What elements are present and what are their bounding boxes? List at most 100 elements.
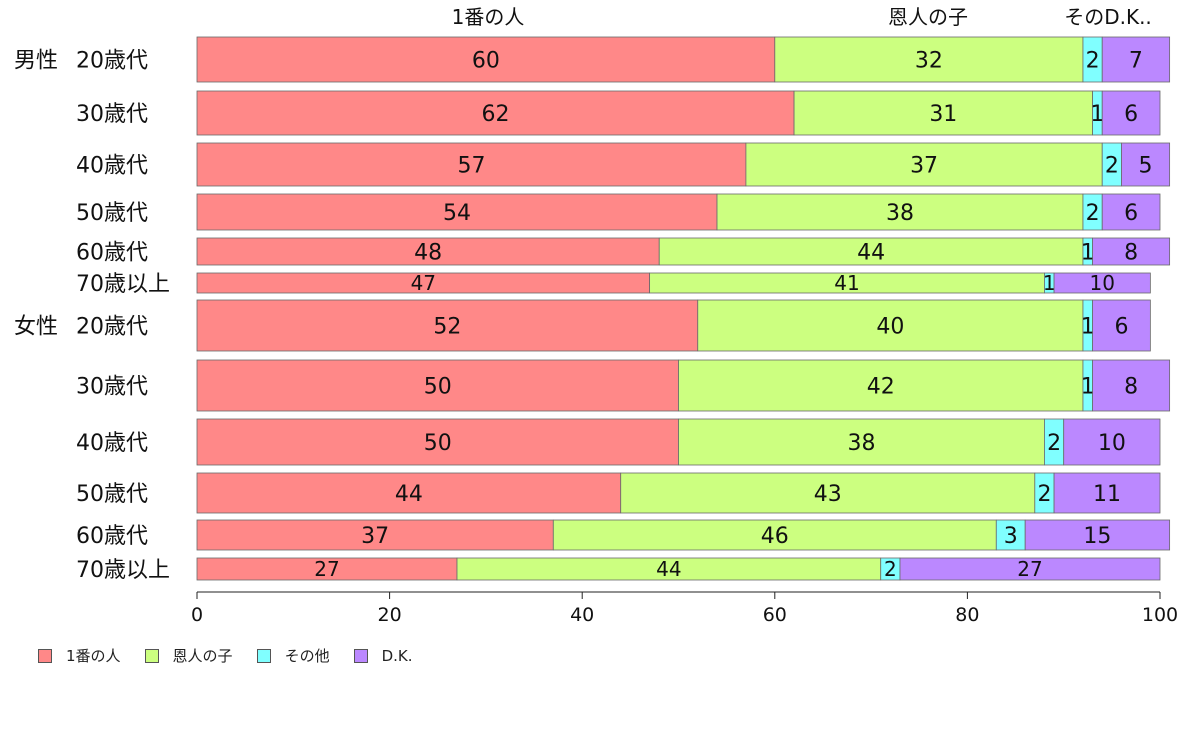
bar-segment bbox=[552, 519, 997, 551]
bar-value-label: 5 bbox=[1139, 153, 1153, 178]
x-tick-label: 80 bbox=[955, 604, 979, 626]
bar-segment bbox=[899, 557, 1161, 581]
bar-value-label: 47 bbox=[411, 271, 436, 295]
legend-label: 1番の人 bbox=[66, 647, 121, 665]
bar-value-label: 10 bbox=[1098, 431, 1126, 456]
category-label: 40歳代 bbox=[76, 431, 148, 456]
group-label: 男性 bbox=[14, 49, 58, 74]
bar-segment bbox=[658, 237, 1084, 266]
bar-value-label: 27 bbox=[314, 557, 339, 581]
bar-segment bbox=[196, 299, 699, 352]
legend-item: 1番の人 bbox=[38, 645, 121, 666]
bar-value-label: 37 bbox=[910, 153, 938, 178]
bar-value-label: 1 bbox=[1081, 314, 1095, 339]
top-series-label: 恩人の子 bbox=[888, 5, 968, 29]
bar-value-label: 44 bbox=[656, 557, 681, 581]
legend-swatch bbox=[353, 648, 368, 663]
bar-value-label: 2 bbox=[1086, 201, 1100, 226]
category-label: 50歳代 bbox=[76, 482, 148, 507]
bar-segment bbox=[1024, 519, 1171, 551]
bar-value-label: 10 bbox=[1089, 271, 1114, 295]
bar-value-label: 52 bbox=[433, 314, 461, 339]
bar-segment bbox=[678, 359, 1084, 412]
bar-value-label: 38 bbox=[847, 431, 875, 456]
bar-value-label: 50 bbox=[424, 374, 452, 399]
bar-value-label: 15 bbox=[1083, 524, 1111, 549]
bar-value-label: 7 bbox=[1129, 48, 1143, 73]
bar-value-label: 48 bbox=[414, 240, 442, 265]
bar-segment bbox=[196, 142, 747, 187]
category-label: 60歳代 bbox=[76, 524, 148, 549]
bar-value-label: 2 bbox=[1105, 153, 1119, 178]
bar-value-label: 37 bbox=[361, 524, 389, 549]
bar-value-label: 6 bbox=[1124, 102, 1138, 127]
x-tick-label: 20 bbox=[378, 604, 402, 626]
category-label: 40歳代 bbox=[76, 154, 148, 179]
bar-value-label: 54 bbox=[443, 201, 471, 226]
bar-segment bbox=[678, 418, 1045, 466]
category-label: 70歳以上 bbox=[76, 558, 170, 583]
category-label: 60歳代 bbox=[76, 241, 148, 266]
bar-segment bbox=[1053, 472, 1161, 514]
bar-value-label: 44 bbox=[395, 482, 423, 507]
bar-segment bbox=[1101, 36, 1171, 83]
legend-swatch bbox=[144, 648, 159, 663]
bar-value-label: 42 bbox=[867, 374, 895, 399]
bar-value-label: 38 bbox=[886, 201, 914, 226]
bar-value-label: 11 bbox=[1093, 482, 1121, 507]
bar-value-label: 40 bbox=[876, 314, 904, 339]
bar-segment bbox=[620, 472, 1036, 514]
x-tick-label: 60 bbox=[763, 604, 787, 626]
bar-segment bbox=[995, 519, 1026, 551]
bar-value-label: 1 bbox=[1081, 374, 1095, 399]
bar-segment bbox=[697, 299, 1084, 352]
bar-segment bbox=[745, 142, 1103, 187]
bar-value-label: 2 bbox=[1037, 482, 1051, 507]
category-label: 20歳代 bbox=[76, 315, 148, 340]
bar-segment bbox=[1053, 272, 1151, 294]
legend-swatch bbox=[38, 648, 52, 663]
bar-value-label: 6 bbox=[1124, 201, 1138, 226]
category-label: 30歳代 bbox=[76, 375, 148, 400]
bar-value-label: 6 bbox=[1114, 314, 1128, 339]
legend-swatch bbox=[256, 648, 271, 663]
bar-value-label: 62 bbox=[482, 102, 510, 127]
bar-value-label: 8 bbox=[1124, 374, 1138, 399]
bar-value-label: 1 bbox=[1043, 271, 1056, 295]
bar-segment bbox=[1092, 237, 1171, 266]
bar-value-label: 41 bbox=[834, 271, 859, 295]
bar-value-label: 31 bbox=[929, 102, 957, 127]
bar-value-label: 46 bbox=[761, 524, 789, 549]
bar-segment bbox=[1092, 299, 1151, 352]
bar-value-label: 1 bbox=[1090, 102, 1104, 127]
legend: 1番の人 恩人の子 その他 D.K. bbox=[38, 645, 437, 666]
bar-segment bbox=[793, 90, 1093, 136]
bar-value-label: 27 bbox=[1017, 557, 1042, 581]
bar-segment bbox=[1101, 193, 1161, 231]
bar-segment bbox=[196, 359, 679, 412]
legend-label: D.K. bbox=[381, 646, 413, 665]
bar-value-label: 2 bbox=[1047, 431, 1061, 456]
bar-segment bbox=[196, 237, 660, 266]
legend-label: その他 bbox=[284, 647, 330, 665]
legend-item: その他 bbox=[256, 645, 330, 666]
x-tick-label: 0 bbox=[191, 604, 203, 626]
category-label: 50歳代 bbox=[76, 201, 148, 226]
bar-value-label: 43 bbox=[814, 482, 842, 507]
legend-item: 恩人の子 bbox=[144, 645, 233, 666]
x-tick-label: 100 bbox=[1142, 604, 1178, 626]
bar-value-label: 57 bbox=[457, 153, 485, 178]
category-label: 70歳以上 bbox=[76, 272, 170, 297]
bar-value-label: 60 bbox=[472, 48, 500, 73]
bar-segment bbox=[196, 519, 554, 551]
bar-segment bbox=[1063, 418, 1161, 466]
bar-segment bbox=[196, 193, 718, 231]
bar-value-label: 44 bbox=[857, 240, 885, 265]
bar-value-label: 2 bbox=[884, 557, 897, 581]
category-label: 30歳代 bbox=[76, 102, 148, 127]
group-label: 女性 bbox=[14, 315, 58, 340]
bar-segment bbox=[1101, 90, 1161, 136]
bar-value-label: 2 bbox=[1086, 48, 1100, 73]
bar-segment bbox=[1121, 142, 1171, 187]
